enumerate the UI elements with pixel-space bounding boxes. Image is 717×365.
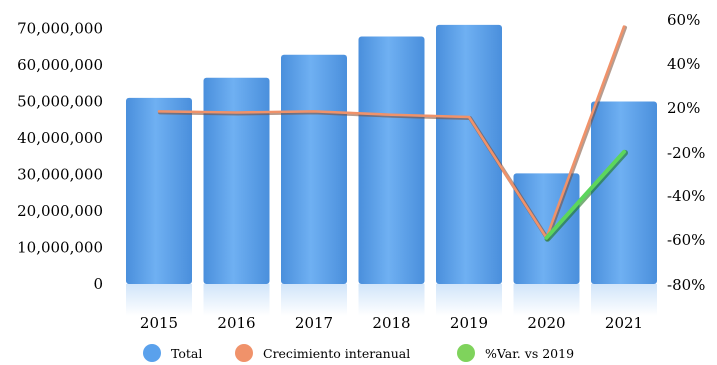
left-tick-label: 20,000,000 [17, 202, 103, 220]
right-tick-label: -80% [667, 276, 705, 294]
bar-reflection-2018 [358, 284, 425, 316]
left-tick-label: 0 [93, 275, 103, 293]
right-tick-label: 40% [667, 55, 700, 73]
x-tick-label-2017: 2017 [295, 314, 333, 332]
bar-total-2015 [126, 97, 192, 284]
line-series [157, 25, 628, 242]
bar-total-2018 [358, 36, 425, 284]
left-tick-label: 10,000,000 [17, 239, 103, 257]
left-tick-label: 40,000,000 [17, 129, 103, 147]
bar-total-2017 [281, 54, 347, 284]
left-tick-label: 70,000,000 [17, 20, 103, 38]
legend: Total Crecimiento interanual %Var. vs 2019 [143, 344, 574, 362]
right-tick-label: -40% [667, 187, 705, 205]
x-tick-label-2018: 2018 [372, 314, 410, 332]
legend-label-0: Total [171, 346, 202, 361]
legend-marker-0 [143, 344, 161, 362]
line-var-vs-2019 [544, 149, 626, 240]
bar-reflection-2017 [281, 284, 347, 316]
bar-reflection-2021 [591, 284, 657, 316]
legend-marker-1 [235, 344, 253, 362]
left-tick-label: 50,000,000 [17, 93, 103, 111]
bar-total-2021 [591, 101, 657, 284]
bar-reflection-2015 [126, 284, 192, 316]
right-axis-ticks: -80% -60% -40% -20% 20% 40% 60% [667, 11, 705, 294]
legend-marker-2 [457, 344, 475, 362]
bar-series [126, 24, 657, 285]
x-axis-ticks: 2015 2016 2017 2018 2019 2020 2021 [140, 314, 643, 332]
left-axis-ticks: 0 10,000,000 20,000,000 30,000,000 40,000,00… [17, 20, 103, 294]
bar-reflection-2020 [513, 284, 580, 316]
x-tick-label-2020: 2020 [527, 314, 565, 332]
x-tick-label-2021: 2021 [605, 314, 643, 332]
x-tick-label-2019: 2019 [450, 314, 488, 332]
bar-reflections [126, 284, 657, 316]
right-tick-label: 20% [667, 99, 700, 117]
left-tick-label: 60,000,000 [17, 56, 103, 74]
bar-total-2016 [203, 77, 270, 285]
right-tick-label: 60% [667, 11, 700, 29]
right-tick-label: -60% [667, 231, 705, 249]
legend-label-2: %Var. vs 2019 [485, 346, 574, 361]
left-tick-label: 30,000,000 [17, 166, 103, 184]
bar-total-2020 [513, 173, 580, 284]
right-tick-label: -20% [667, 144, 705, 162]
x-tick-label-2015: 2015 [140, 314, 178, 332]
x-tick-label-2016: 2016 [217, 314, 255, 332]
bar-total-2019 [436, 24, 502, 284]
bar-reflection-2016 [203, 284, 270, 316]
bar-reflection-2019 [436, 284, 502, 316]
legend-label-1: Crecimiento interanual [263, 346, 410, 361]
